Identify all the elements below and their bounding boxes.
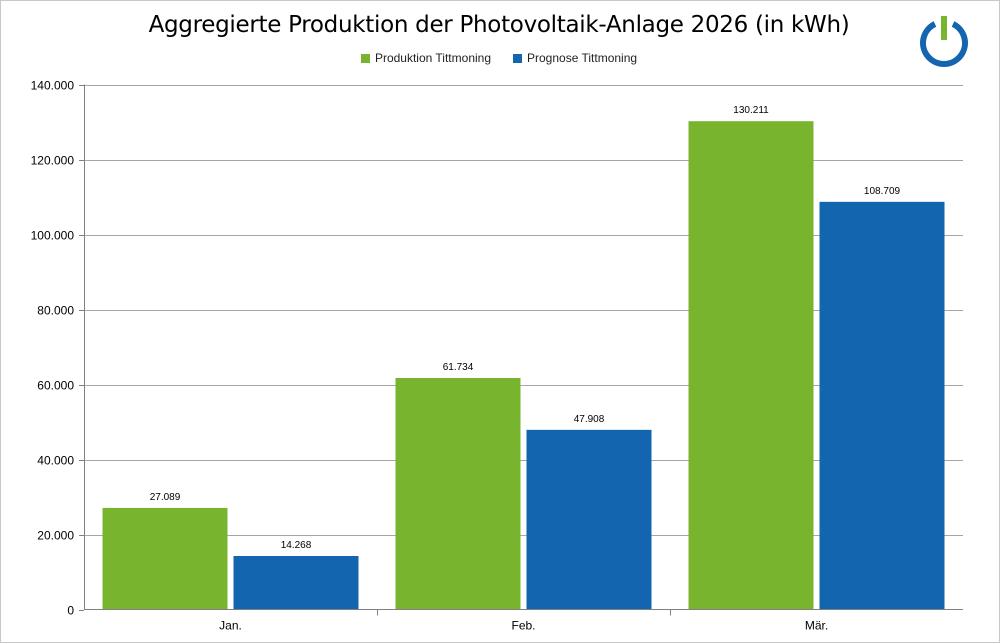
bars [102,121,945,610]
power-icon-bar [941,16,947,40]
data-labels: 27.089 14.268 61.734 47.908 130.211 108.709 [150,105,901,551]
chart-title: Aggregierte Produktion der Photovoltaik-… [148,12,850,38]
legend-entry-prognose: Prognose Tittmoning [513,51,637,65]
legend-label-produktion: Produktion Tittmoning [374,51,491,65]
y-tick-label: 0 [67,604,74,618]
x-tick-label: Mär. [805,619,828,633]
power-icon-ring [920,21,968,67]
bar-produktion [102,507,228,610]
legend-entry-produktion: Produktion Tittmoning [360,51,491,65]
data-label: 130.211 [733,105,769,116]
data-label: 108.709 [864,186,901,197]
y-tick-label: 40.000 [37,454,74,468]
y-tick-label: 120.000 [31,154,75,168]
x-tick-label: Jan. [219,619,242,633]
grid-lines [84,85,963,536]
legend-swatch-produktion [360,53,370,63]
data-label: 27.089 [150,492,181,503]
y-tick-label: 140.000 [31,79,75,93]
bar-produktion [395,377,521,610]
y-tick-label: 20.000 [37,529,74,543]
y-tick-label: 80.000 [37,304,74,318]
data-label: 47.908 [574,414,605,425]
bar-prognose [819,201,945,610]
data-label: 61.734 [443,362,474,373]
x-tick-label: Feb. [511,619,535,633]
y-tick-label: 60.000 [37,379,74,393]
bar-prognose [233,555,359,610]
bar-prognose [526,429,652,610]
y-tick-label: 100.000 [31,229,75,243]
power-icon [920,16,968,67]
legend: Produktion Tittmoning Prognose Tittmonin… [0,51,998,65]
bar-produktion [688,121,814,610]
legend-label-prognose: Prognose Tittmoning [527,51,638,65]
legend-swatch-prognose [513,53,522,63]
axes: 0 20.000 40.000 60.000 80.000 100.000 120.000 1… [31,79,963,633]
data-label: 14.268 [281,540,312,551]
